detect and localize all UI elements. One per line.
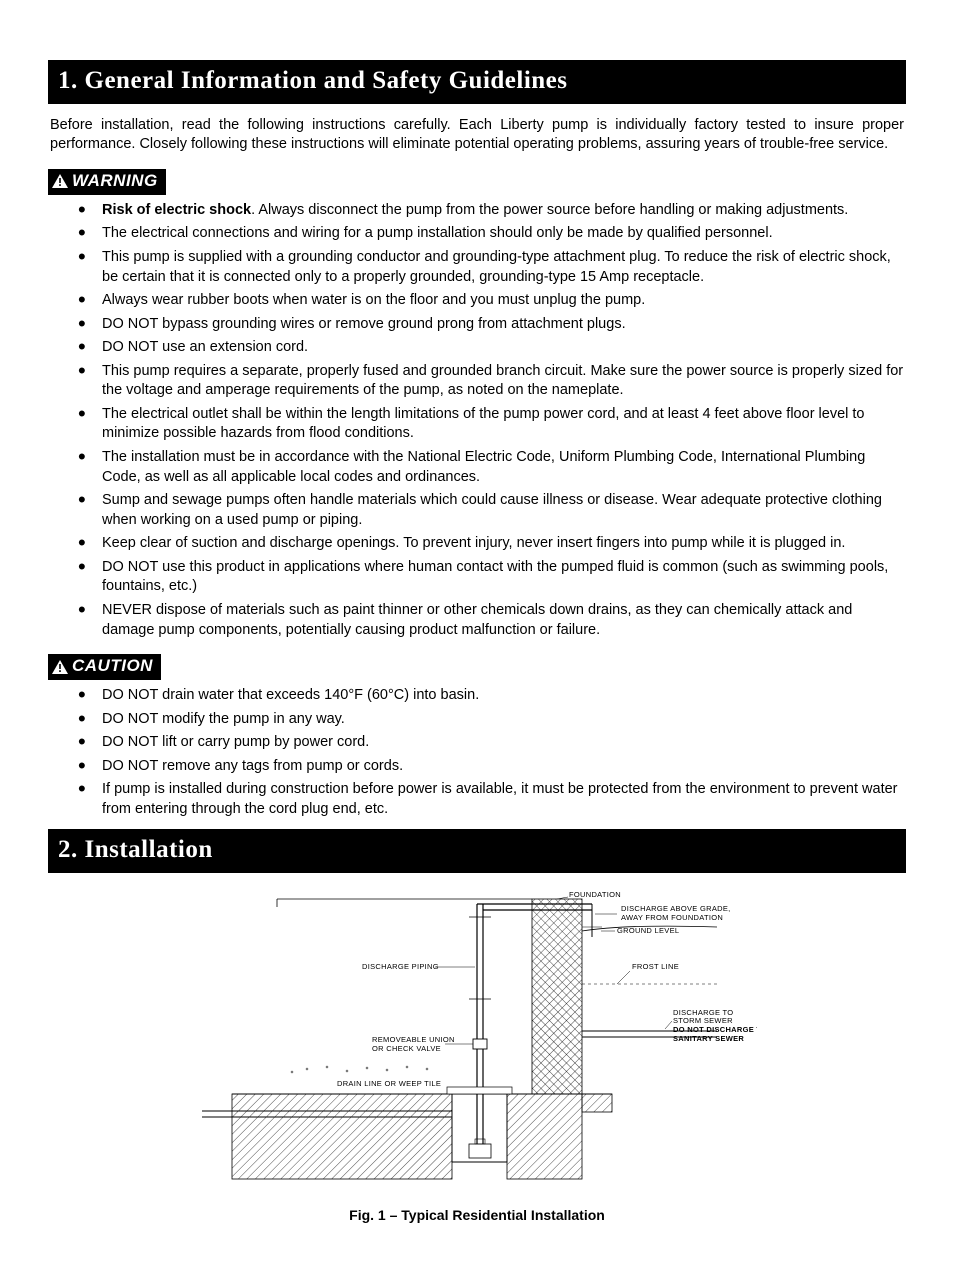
list-item: Risk of electric shock. Always disconnec… — [78, 201, 906, 221]
list-item: This pump requires a separate, properly … — [78, 362, 906, 401]
list-item: If pump is installed during construction… — [78, 780, 906, 819]
warning-triangle-icon — [52, 174, 68, 188]
list-item: The electrical connections and wiring fo… — [78, 224, 906, 244]
installation-diagram: FOUNDATION DISCHARGE ABOVE GRADE, AWAY F… — [197, 889, 757, 1189]
list-item: The electrical outlet shall be within th… — [78, 405, 906, 444]
list-item: DO NOT drain water that exceeds 140°F (6… — [78, 686, 906, 706]
label-storm-sewer: STORM SEWER — [673, 1016, 733, 1025]
section-1-heading: 1. General Information and Safety Guidel… — [48, 60, 906, 104]
caution-triangle-icon — [52, 660, 68, 674]
text: . Always disconnect the pump from the po… — [251, 202, 848, 218]
label-discharge-piping: DISCHARGE PIPING — [362, 962, 439, 971]
label-discharge-above: DISCHARGE ABOVE GRADE, — [621, 904, 731, 913]
caution-badge: CAUTION — [48, 654, 161, 680]
list-item: DO NOT lift or carry pump by power cord. — [78, 733, 906, 753]
list-item: DO NOT use this product in applications … — [78, 558, 906, 597]
list-item: The installation must be in accordance w… — [78, 448, 906, 487]
bold-text: Risk of electric shock — [102, 202, 251, 218]
label-away-from: AWAY FROM FOUNDATION — [621, 913, 723, 922]
label-do-not-discharge: DO NOT DISCHARGE TO — [673, 1025, 757, 1034]
warning-list: Risk of electric shock. Always disconnec… — [48, 201, 906, 640]
section-2-heading: 2. Installation — [48, 829, 906, 873]
label-removeable-union: REMOVEABLE UNION — [372, 1035, 455, 1044]
list-item: This pump is supplied with a grounding c… — [78, 248, 906, 287]
label-ground-level: GROUND LEVEL — [617, 926, 679, 935]
figure-1: FOUNDATION DISCHARGE ABOVE GRADE, AWAY F… — [48, 889, 906, 1224]
label-or-check-valve: OR CHECK VALVE — [372, 1044, 441, 1053]
caution-list: DO NOT drain water that exceeds 140°F (6… — [48, 686, 906, 819]
list-item: Sump and sewage pumps often handle mater… — [78, 491, 906, 530]
label-sanitary-sewer: SANITARY SEWER — [673, 1034, 744, 1043]
list-item: DO NOT modify the pump in any way. — [78, 710, 906, 730]
warning-label: WARNING — [72, 170, 158, 193]
list-item: DO NOT remove any tags from pump or cord… — [78, 757, 906, 777]
label-foundation: FOUNDATION — [569, 890, 621, 899]
label-frost-line: FROST LINE — [632, 962, 679, 971]
list-item: Keep clear of suction and discharge open… — [78, 534, 906, 554]
label-drain-line: DRAIN LINE OR WEEP TILE — [337, 1079, 441, 1088]
figure-1-caption: Fig. 1 – Typical Residential Installatio… — [48, 1206, 906, 1225]
list-item: DO NOT bypass grounding wires or remove … — [78, 315, 906, 335]
list-item: Always wear rubber boots when water is o… — [78, 291, 906, 311]
caution-label: CAUTION — [72, 655, 153, 678]
section-1-intro: Before installation, read the following … — [48, 116, 906, 155]
list-item: NEVER dispose of materials such as paint… — [78, 601, 906, 640]
list-item: DO NOT use an extension cord. — [78, 338, 906, 358]
warning-badge: WARNING — [48, 169, 166, 195]
